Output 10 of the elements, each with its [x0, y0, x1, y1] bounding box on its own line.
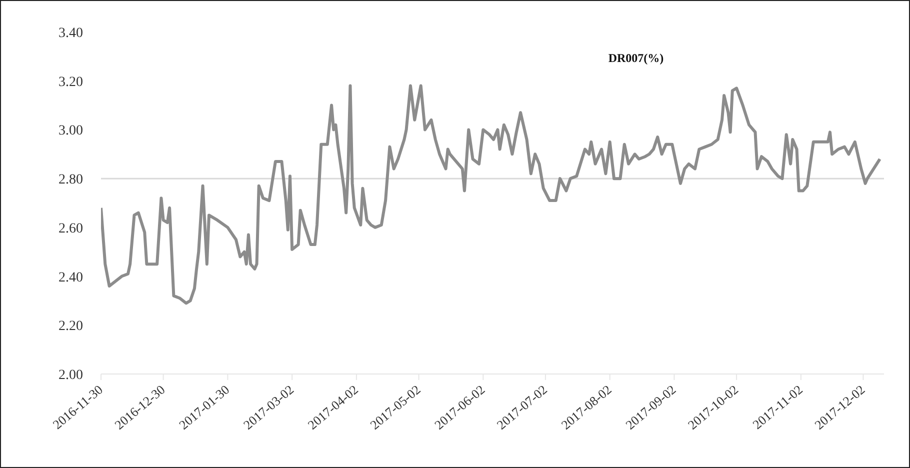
y-tick-label: 2.60	[58, 221, 83, 236]
y-tick-label: 3.20	[58, 74, 83, 90]
text: DR007(%)	[607, 51, 665, 66]
y-tick-label: 2.20	[58, 319, 83, 334]
y-tick-label: 2.40	[58, 270, 83, 286]
y-tick-label: 3.00	[58, 124, 83, 139]
y-tick-label: 2.80	[58, 172, 83, 188]
line-series	[101, 84, 882, 305]
y-tick-label: 2.00	[58, 368, 83, 383]
y-tick-label: 3.40	[58, 26, 83, 41]
